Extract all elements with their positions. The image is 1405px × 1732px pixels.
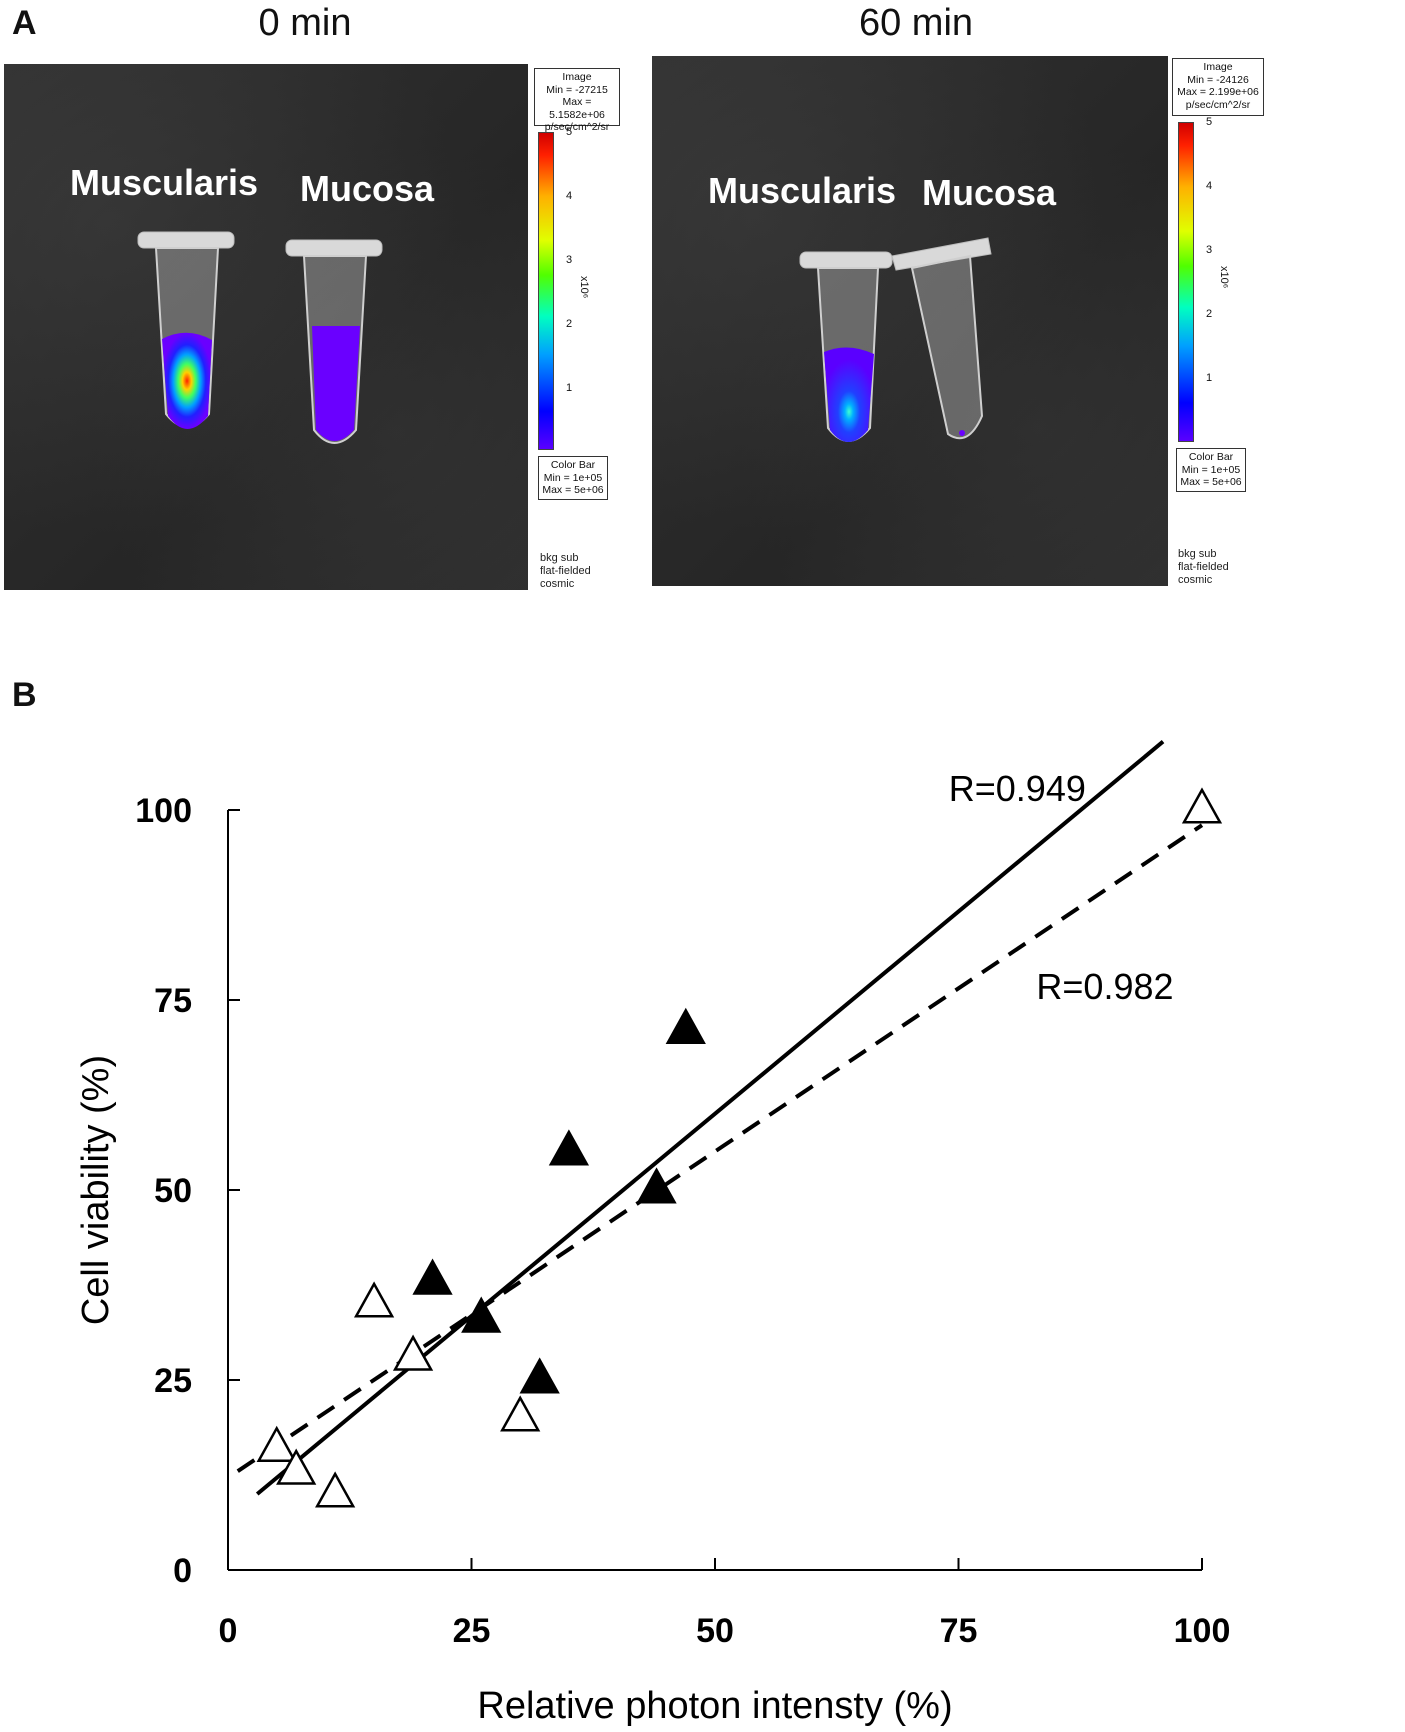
colorbar-tick: 3	[566, 254, 573, 266]
image-title-60min: 60 min	[858, 2, 974, 44]
r-value-label: R=0.982	[1036, 966, 1173, 1007]
tube-muscularis-60min	[799, 251, 893, 442]
scatter-chart: 0 25 50 75 100 0 25 50 75 100 Relative photon inte…	[75, 740, 1231, 1727]
data-point-open	[500, 1395, 541, 1432]
colorbar-tick: 2	[566, 318, 573, 330]
colorbar-unit: x10⁶	[1218, 266, 1230, 289]
colorbar-tick: 1	[1206, 372, 1213, 384]
tube-muscularis-0min	[137, 231, 235, 429]
colorbar-tick: 5	[1206, 116, 1213, 128]
x-axis-title: Relative photon intensty (%)	[477, 1685, 952, 1727]
label-mucosa-60min: Mucosa	[922, 172, 1057, 213]
data-point-filled	[665, 1007, 706, 1044]
x-tick-label: 0	[219, 1612, 238, 1650]
luminescence-image-60min: Muscularis Mucosa	[652, 56, 1168, 586]
processing-notes-60min: bkg sub flat-fielded cosmic	[1178, 548, 1229, 586]
x-tick-label: 50	[696, 1612, 734, 1650]
data-point-open	[256, 1425, 297, 1462]
x-tick-label: 25	[453, 1612, 491, 1650]
x-tick-label: 75	[940, 1612, 978, 1650]
luminescence-image-0min: Muscularis Mucosa	[4, 64, 528, 590]
colorbar-tick: 2	[1206, 308, 1213, 320]
colorbar-unit: x10⁶	[578, 276, 590, 299]
tubes-0min	[137, 231, 383, 444]
tube-mucosa-60min	[891, 237, 992, 440]
data-point-open	[1181, 787, 1223, 824]
colorbar-info-60min: Color Bar Min = 1e+05 Max = 5e+06	[1176, 448, 1246, 492]
data-point-filled	[636, 1167, 677, 1204]
label-muscularis-60min: Muscularis	[708, 170, 897, 211]
fit-line-solid	[255, 740, 1165, 1496]
fit-line-dashed	[236, 823, 1204, 1473]
data-point-filled	[548, 1129, 590, 1166]
image-info-60min: Image Min = -24126 Max = 2.199e+06 p/sec…	[1172, 58, 1264, 116]
colorbar-tick: 5	[566, 126, 573, 138]
panel-b-label: B	[12, 676, 37, 714]
colorbar-info-0min: Color Bar Min = 1e+05 Max = 5e+06	[538, 456, 608, 500]
colorbar-tick: 4	[1206, 180, 1213, 192]
data-point-filled	[519, 1357, 560, 1394]
tubes-60min	[799, 237, 992, 442]
colorbar-60min	[1178, 122, 1194, 442]
y-axis-title: Cell viability (%)	[75, 1055, 117, 1325]
processing-notes-0min: bkg sub flat-fielded cosmic	[540, 552, 591, 590]
data-point-open	[392, 1334, 434, 1371]
data-point-open	[315, 1471, 356, 1508]
label-mucosa-0min: Mucosa	[300, 168, 435, 209]
label-muscularis-0min: Muscularis	[70, 162, 259, 203]
colorbar-tick: 3	[1206, 244, 1213, 256]
r-value-label: R=0.949	[949, 768, 1086, 809]
y-tick-label: 25	[154, 1362, 192, 1400]
y-tick-label: 50	[154, 1172, 192, 1210]
x-tick-label: 100	[1174, 1612, 1231, 1650]
y-tick-label: 75	[154, 982, 192, 1020]
tube-mucosa-0min	[285, 239, 383, 444]
y-tick-label: 100	[135, 792, 192, 830]
image-title-0min: 0 min	[258, 2, 352, 44]
data-point-filled	[461, 1296, 502, 1333]
colorbar-tick: 4	[566, 190, 573, 202]
colorbar-tick: 1	[566, 382, 573, 394]
image-info-0min: Image Min = -27215 Max = 5.1582e+06 p/se…	[534, 68, 620, 133]
data-point-open	[353, 1281, 395, 1318]
panel-a-label: A	[12, 4, 37, 42]
y-tick-label: 0	[173, 1552, 192, 1590]
colorbar-0min	[538, 132, 554, 450]
data-point-open	[276, 1448, 317, 1485]
data-point-filled	[412, 1258, 453, 1295]
